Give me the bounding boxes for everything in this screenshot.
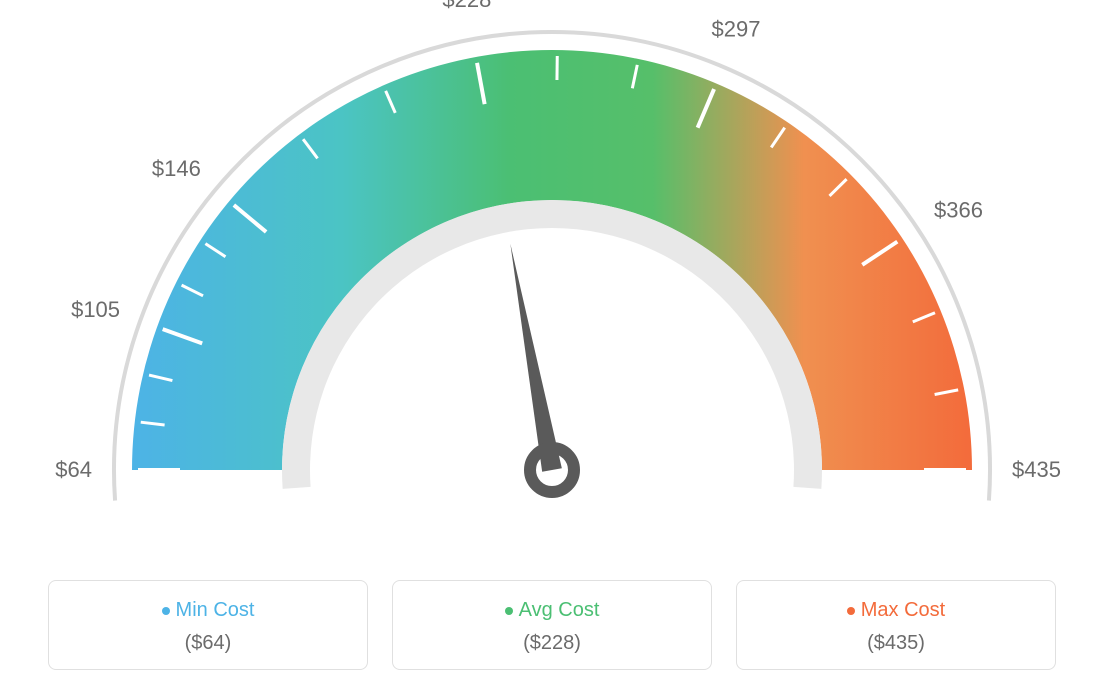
legend-avg-value: ($228) xyxy=(405,632,699,655)
legend-avg-label: Avg Cost xyxy=(405,599,699,622)
gauge-tick-label: $297 xyxy=(712,17,761,42)
legend-avg-card: Avg Cost ($228) xyxy=(392,580,712,670)
gauge-tick-label: $366 xyxy=(934,198,983,223)
gauge-color-arc xyxy=(132,50,972,470)
gauge-tick-label: $228 xyxy=(442,0,491,12)
gauge-needle xyxy=(510,244,574,492)
legend-min-text: Min Cost xyxy=(176,599,255,621)
dot-icon xyxy=(847,607,855,615)
gauge-tick-label: $435 xyxy=(1012,457,1061,482)
legend-min-label: Min Cost xyxy=(61,599,355,622)
legend-min-card: Min Cost ($64) xyxy=(48,580,368,670)
legend: Min Cost ($64) Avg Cost ($228) Max Cost … xyxy=(0,580,1104,670)
gauge-tick-label: $146 xyxy=(152,156,201,181)
gauge-tick-label: $105 xyxy=(71,297,120,322)
legend-max-card: Max Cost ($435) xyxy=(736,580,1056,670)
legend-max-text: Max Cost xyxy=(861,599,945,621)
legend-max-label: Max Cost xyxy=(749,599,1043,622)
legend-min-value: ($64) xyxy=(61,632,355,655)
legend-max-value: ($435) xyxy=(749,632,1043,655)
legend-avg-text: Avg Cost xyxy=(519,599,600,621)
cost-gauge: $64 $105 $146 $228 $297 $366 $435 xyxy=(0,0,1104,560)
dot-icon xyxy=(162,607,170,615)
dot-icon xyxy=(505,607,513,615)
gauge-tick-label: $64 xyxy=(55,457,92,482)
